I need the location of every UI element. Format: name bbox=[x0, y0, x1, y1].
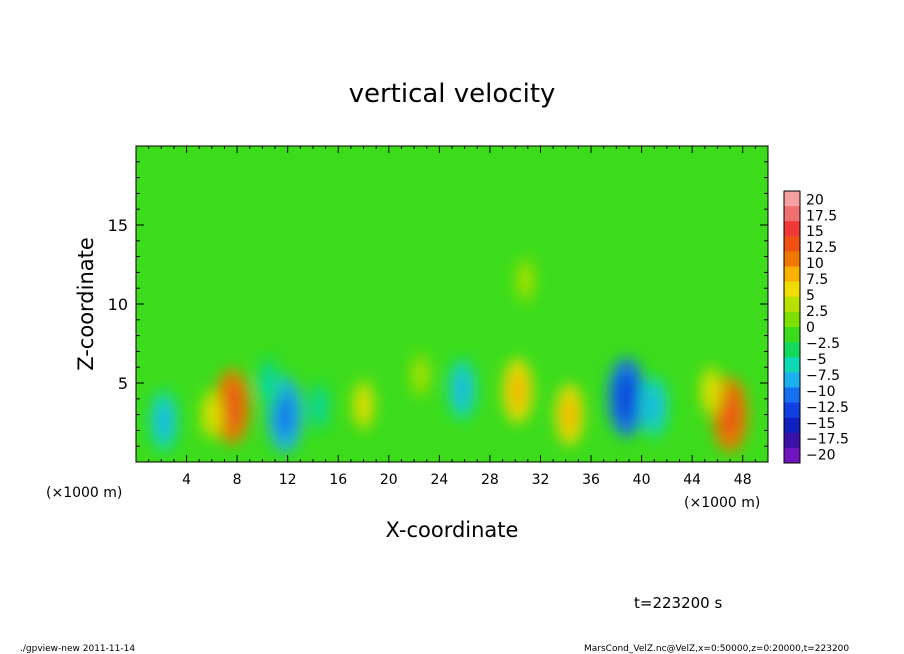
velocity-feature-core bbox=[313, 391, 326, 422]
x-tick-label: 28 bbox=[481, 472, 499, 488]
colorbar-label: −5 bbox=[806, 352, 827, 368]
x-tick-label: 4 bbox=[182, 472, 191, 488]
colorbar: 2017.51512.5107.552.50−2.5−5−7.5−10−12.5… bbox=[783, 190, 849, 464]
velocity-feature-core bbox=[223, 383, 242, 430]
y-tick-label: 10 bbox=[108, 295, 128, 314]
colorbar-label: −17.5 bbox=[806, 432, 849, 448]
colorbar-label: −15 bbox=[806, 416, 836, 432]
velocity-feature-core bbox=[276, 391, 295, 438]
colorbar-bin bbox=[784, 236, 800, 252]
x-axis-label: X-coordinate bbox=[386, 518, 519, 542]
x-tick-label: 40 bbox=[633, 472, 651, 488]
y-axis-ticks: 5 10 15 bbox=[108, 161, 768, 447]
colorbar-bin bbox=[784, 281, 800, 298]
y-axis-label: Z-coordinate bbox=[74, 237, 98, 371]
velocity-feature-core bbox=[705, 375, 717, 407]
colorbar-bin bbox=[784, 372, 800, 388]
colorbar-label: 17.5 bbox=[806, 208, 837, 224]
colorbar-bin bbox=[784, 357, 800, 373]
velocity-feature-core bbox=[519, 266, 531, 295]
colorbar-bin bbox=[784, 266, 800, 282]
x-tick-label: 32 bbox=[532, 472, 550, 488]
velocity-feature-core bbox=[156, 402, 172, 440]
colorbar-bin bbox=[784, 387, 800, 403]
colorbar-label: 7.5 bbox=[806, 272, 828, 288]
x-tick-label: 8 bbox=[233, 472, 242, 488]
colorbar-bin bbox=[784, 447, 800, 464]
footer-left: ./gpview-new 2011-11-14 bbox=[20, 644, 136, 654]
colorbar-bin bbox=[784, 251, 800, 267]
colorbar-bin bbox=[784, 342, 800, 358]
colorbar-bin bbox=[784, 206, 800, 222]
colorbar-label: 5 bbox=[806, 288, 815, 304]
colorbar-label: −7.5 bbox=[806, 368, 840, 384]
x-tick-label: 20 bbox=[380, 472, 398, 488]
colorbar-label: 10 bbox=[806, 256, 824, 272]
colorbar-bin bbox=[784, 296, 800, 313]
x-axis-ticks: 4 8 12 16 20 24 28 32 36 40 44 48 bbox=[148, 146, 756, 488]
velocity-feature-core bbox=[721, 391, 740, 438]
x-unit-label-left: (×1000 m) bbox=[46, 485, 122, 501]
colorbar-label: −10 bbox=[806, 384, 836, 400]
colorbar-label: −2.5 bbox=[806, 336, 840, 352]
colorbar-label: 20 bbox=[806, 192, 824, 208]
velocity-feature-core bbox=[647, 388, 662, 426]
colorbar-bin bbox=[784, 327, 800, 343]
time-label: t=223200 s bbox=[634, 594, 723, 612]
colorbar-bin bbox=[784, 191, 800, 207]
colorbar-label: −12.5 bbox=[806, 400, 849, 416]
velocity-field bbox=[149, 256, 749, 453]
velocity-feature-core bbox=[357, 389, 370, 421]
colorbar-label: 2.5 bbox=[806, 304, 828, 320]
plot-area bbox=[136, 146, 768, 462]
footer-right: MarsCond_VelZ.nc@VelZ,x=0:50000,z=0:2000… bbox=[584, 644, 850, 654]
velocity-feature-core bbox=[205, 399, 218, 430]
x-tick-label: 36 bbox=[582, 472, 600, 488]
x-tick-label: 48 bbox=[734, 472, 752, 488]
x-tick-label: 16 bbox=[329, 472, 347, 488]
colorbar-bin bbox=[784, 311, 800, 328]
colorbar-frame bbox=[783, 190, 801, 464]
y-tick-label: 15 bbox=[108, 216, 128, 235]
colorbar-bin bbox=[784, 417, 800, 434]
colorbar-label: 0 bbox=[806, 320, 815, 336]
colorbar-label: 12.5 bbox=[806, 240, 837, 256]
colorbar-label: −20 bbox=[806, 448, 836, 464]
x-unit-label-right: (×1000 m) bbox=[684, 495, 760, 511]
chart-title: vertical velocity bbox=[349, 79, 556, 109]
x-tick-label: 44 bbox=[683, 472, 701, 488]
velocity-feature-core bbox=[415, 360, 426, 390]
colorbar-bin bbox=[784, 432, 800, 449]
x-tick-label: 24 bbox=[430, 472, 448, 488]
colorbar-bin bbox=[784, 402, 800, 418]
x-tick-label: 12 bbox=[279, 472, 297, 488]
velocity-feature-core bbox=[262, 366, 276, 400]
velocity-feature-core bbox=[454, 370, 470, 408]
y-tick-label: 5 bbox=[118, 374, 128, 393]
velocity-feature-core bbox=[562, 396, 577, 434]
velocity-feature-core bbox=[510, 371, 526, 411]
velocity-feature-core bbox=[616, 373, 636, 422]
colorbar-label: 15 bbox=[806, 224, 824, 240]
colorbar-bin bbox=[784, 221, 800, 237]
